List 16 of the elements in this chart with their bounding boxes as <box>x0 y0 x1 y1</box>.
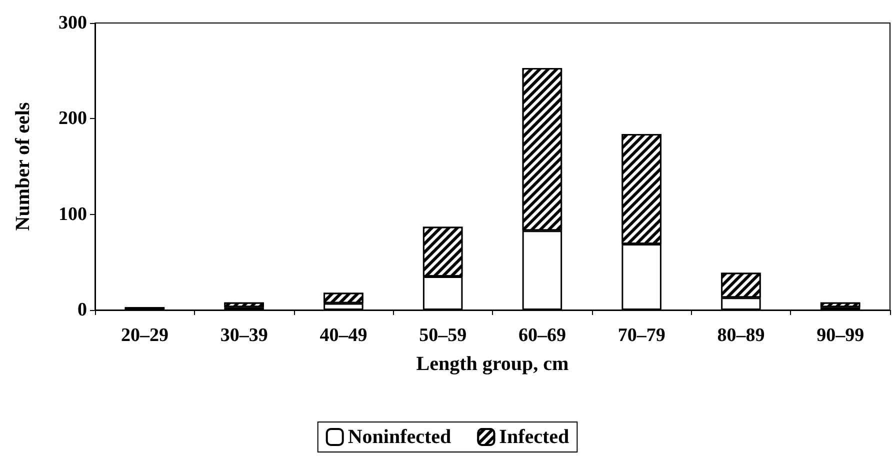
x-tick-label: 80–89 <box>717 325 765 346</box>
y-tick-label: 0 <box>78 300 87 320</box>
legend-label: Noninfected <box>348 426 452 448</box>
x-tick-label: 60–69 <box>518 325 566 346</box>
x-tick-label: 70–79 <box>618 325 666 346</box>
y-tick-label: 200 <box>58 108 87 130</box>
x-tick-label: 50–59 <box>419 325 467 346</box>
legend-label: Infected <box>499 426 570 448</box>
x-tick-label: 90–99 <box>816 325 864 346</box>
x-tick-label: 30–39 <box>220 325 268 346</box>
x-axis-title: Length group, cm <box>416 353 570 375</box>
x-tick-label: 20–29 <box>120 325 168 346</box>
y-axis-title: Number of eels <box>12 102 34 231</box>
x-tick-label: 40–49 <box>320 325 368 346</box>
y-tick-label: 300 <box>58 12 87 34</box>
y-tick-label: 100 <box>58 204 87 225</box>
